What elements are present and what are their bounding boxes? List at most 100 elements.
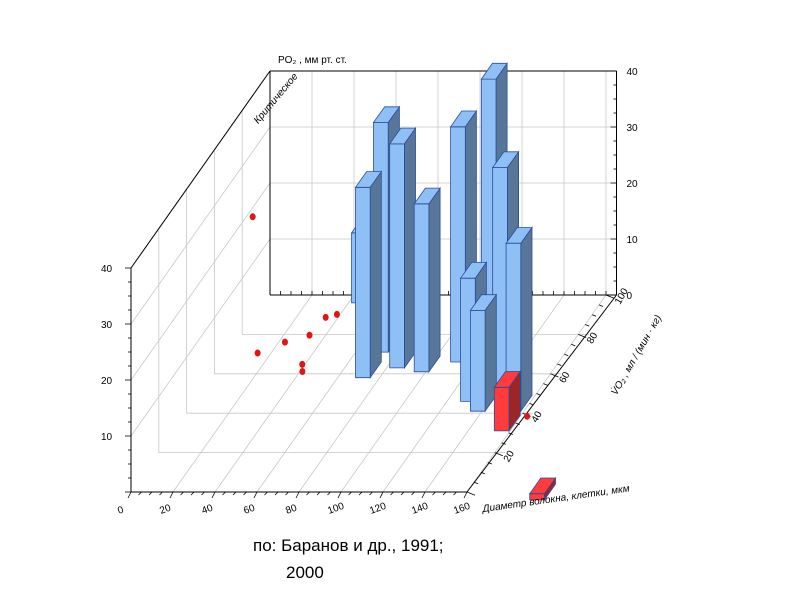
marks-layer — [249, 62, 557, 502]
floor-gridline — [172, 294, 313, 493]
z-left-tick-label: 40 — [101, 264, 113, 275]
x-tick — [337, 491, 342, 499]
bar-top — [491, 151, 520, 168]
x-tick — [295, 491, 300, 499]
bar-top — [505, 227, 533, 244]
critical-point — [299, 360, 306, 368]
bar-front — [389, 143, 405, 369]
floor-gridline — [214, 294, 355, 493]
x-tick-label: 40 — [200, 503, 215, 517]
caption-line-2: 2000 — [286, 563, 324, 582]
left-wall-gridline — [130, 182, 271, 381]
y-tick — [536, 393, 541, 396]
x-tick-label: 80 — [284, 503, 299, 517]
x-tick-label: 120 — [368, 501, 388, 517]
x-tick — [274, 491, 279, 496]
bar-front — [469, 309, 486, 412]
top-left-edge — [130, 70, 271, 269]
bar-side — [520, 226, 533, 413]
x-tick — [190, 491, 195, 496]
y-tick-label: 60 — [557, 370, 572, 386]
y-tick — [578, 334, 587, 338]
y-tick — [571, 343, 576, 347]
y-tick — [508, 432, 513, 435]
y-tick — [515, 422, 520, 426]
x-tick — [159, 491, 163, 496]
bar-side — [369, 170, 382, 379]
critical-point — [333, 310, 340, 318]
x-tick — [306, 491, 310, 496]
x-tick — [232, 491, 237, 496]
y-tick — [550, 373, 559, 378]
critical-point — [249, 213, 256, 221]
bar-top — [449, 110, 478, 128]
bar-top — [480, 62, 508, 80]
x-tick — [316, 491, 321, 496]
x-tick — [348, 491, 352, 496]
y-tick — [557, 363, 562, 366]
bar-front — [493, 386, 510, 432]
z-right-tick-label: 40 — [627, 67, 639, 78]
z-right-tick-label: 0 — [627, 291, 633, 302]
y-tick — [501, 442, 506, 445]
y-tick — [487, 462, 492, 465]
bar-top — [372, 106, 401, 123]
y-tick-label: 80 — [585, 330, 600, 346]
y-tick — [529, 402, 534, 406]
y-tick — [494, 452, 503, 457]
x-tick — [442, 491, 447, 496]
bar-front — [355, 186, 371, 379]
x-tick — [390, 491, 394, 496]
critical-point — [524, 412, 531, 420]
x-tick-label: 140 — [410, 501, 430, 517]
bar-top — [469, 294, 498, 311]
left-wall-gridline — [130, 238, 271, 437]
caption-line-1: по: Баранов и др., 1991; — [253, 536, 444, 555]
x-tick-label: 0 — [116, 504, 125, 516]
x-tick — [148, 491, 153, 496]
bar-side — [428, 186, 441, 374]
x-tick-label: 20 — [158, 503, 173, 517]
x-tick — [180, 491, 184, 496]
y-tick — [543, 383, 548, 386]
x-tick — [463, 491, 468, 499]
x-tick — [138, 491, 142, 496]
x-tick — [264, 491, 268, 496]
bar-top — [493, 371, 521, 388]
bar — [528, 476, 557, 502]
bar — [505, 226, 533, 413]
x-tick — [327, 491, 331, 496]
y-tick — [585, 324, 590, 327]
z-right-tick-label: 20 — [627, 179, 639, 190]
y-axis-title: V̇O₂ , мл / (мин · кг) — [608, 313, 664, 398]
critical-point — [299, 368, 306, 375]
left-wall-gridline — [130, 126, 271, 325]
bar-front — [413, 203, 430, 373]
y-tick — [466, 491, 476, 496]
x-tick — [421, 491, 426, 499]
x-tick — [453, 491, 457, 496]
bar-top — [354, 171, 383, 188]
x-tick-label: 100 — [326, 501, 346, 517]
x-tick — [411, 491, 415, 496]
y-tick-label: 40 — [530, 409, 545, 425]
bar-top — [459, 261, 488, 279]
y-tick — [598, 304, 604, 307]
z-left-tick-label: 10 — [101, 432, 113, 443]
x-tick — [127, 491, 132, 499]
z-axis-title: PO₂ , мм рт. ст. — [278, 55, 347, 66]
x-tick — [432, 491, 436, 496]
critical-point — [254, 349, 261, 357]
z-right-tick-label: 10 — [627, 235, 639, 246]
y-tick-label: 20 — [502, 449, 517, 465]
bar — [413, 186, 441, 374]
x-tick — [379, 491, 384, 499]
x-tick — [400, 491, 405, 496]
bar — [493, 370, 521, 433]
y-tick — [591, 314, 597, 317]
x-tick — [211, 491, 216, 499]
x-tick — [369, 491, 373, 496]
x-tick — [222, 491, 226, 496]
bar — [354, 170, 383, 379]
